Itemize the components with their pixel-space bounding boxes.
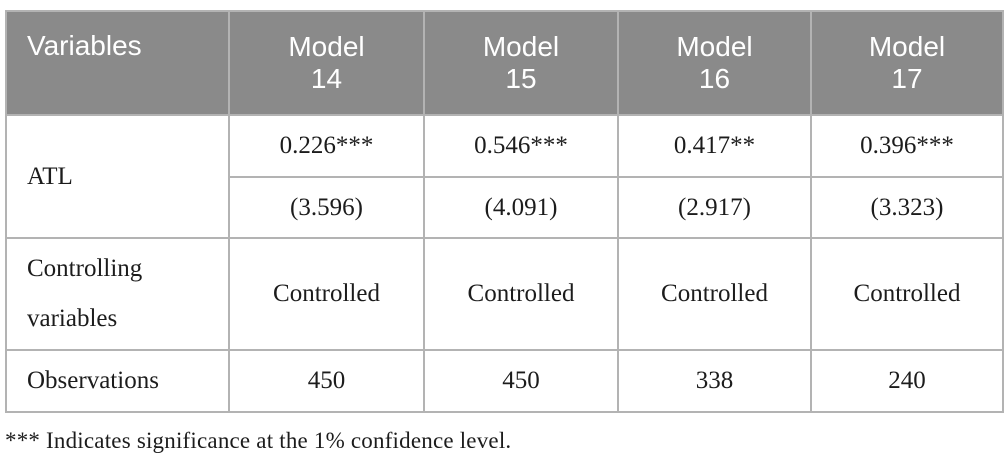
observations-cell-model-14: 450 — [228, 349, 425, 413]
header-row: Variables Model 14 Model 15 Model 16 Mod… — [5, 10, 1004, 116]
table-row-controlling-variables: Controlling variables Controlled Control… — [5, 237, 1004, 351]
significance-footnote: *** Indicates significance at the 1% con… — [5, 428, 512, 453]
controlled-cell-model-15: Controlled — [423, 237, 619, 351]
row-label-atl: ATL — [5, 114, 230, 239]
controlled-cell-model-17: Controlled — [810, 237, 1004, 351]
column-header-model-16: Model 16 — [617, 10, 812, 116]
t-value-cell-model-16: (2.917) — [617, 176, 812, 239]
table-row-atl-tvalues: (3.596) (4.091) (2.917) (3.323) — [6, 176, 1004, 239]
row-label-observations: Observations — [5, 349, 230, 413]
table-row-observations: Observations 450 450 338 240 — [5, 349, 1004, 413]
observations-cell-model-15: 450 — [423, 349, 619, 413]
row-label-controlling-variables: Controlling variables — [5, 237, 230, 351]
coefficient-cell-model-15: 0.546*** — [423, 114, 619, 178]
t-value-cell-model-14: (3.596) — [228, 176, 425, 239]
t-value-cell-model-15: (4.091) — [423, 176, 619, 239]
column-header-model-14: Model 14 — [228, 10, 425, 116]
coefficient-cell-model-16: 0.417** — [617, 114, 812, 178]
coefficient-cell-model-17: 0.396*** — [810, 114, 1004, 178]
t-value-cell-model-17: (3.323) — [810, 176, 1004, 239]
table-row-atl-coefficients: ATL 0.226*** 0.546*** 0.417** 0.396*** — [5, 114, 1004, 239]
column-header-model-17: Model 17 — [810, 10, 1004, 116]
observations-cell-model-16: 338 — [617, 349, 812, 413]
coefficient-cell-model-14: 0.226*** — [228, 114, 425, 178]
controlled-cell-model-16: Controlled — [617, 237, 812, 351]
observations-cell-model-17: 240 — [810, 349, 1004, 413]
column-header-variables: Variables — [5, 10, 230, 116]
column-header-model-15: Model 15 — [423, 10, 619, 116]
controlled-cell-model-14: Controlled — [228, 237, 425, 351]
regression-results-table: Variables Model 14 Model 15 Model 16 Mod… — [5, 10, 1004, 413]
